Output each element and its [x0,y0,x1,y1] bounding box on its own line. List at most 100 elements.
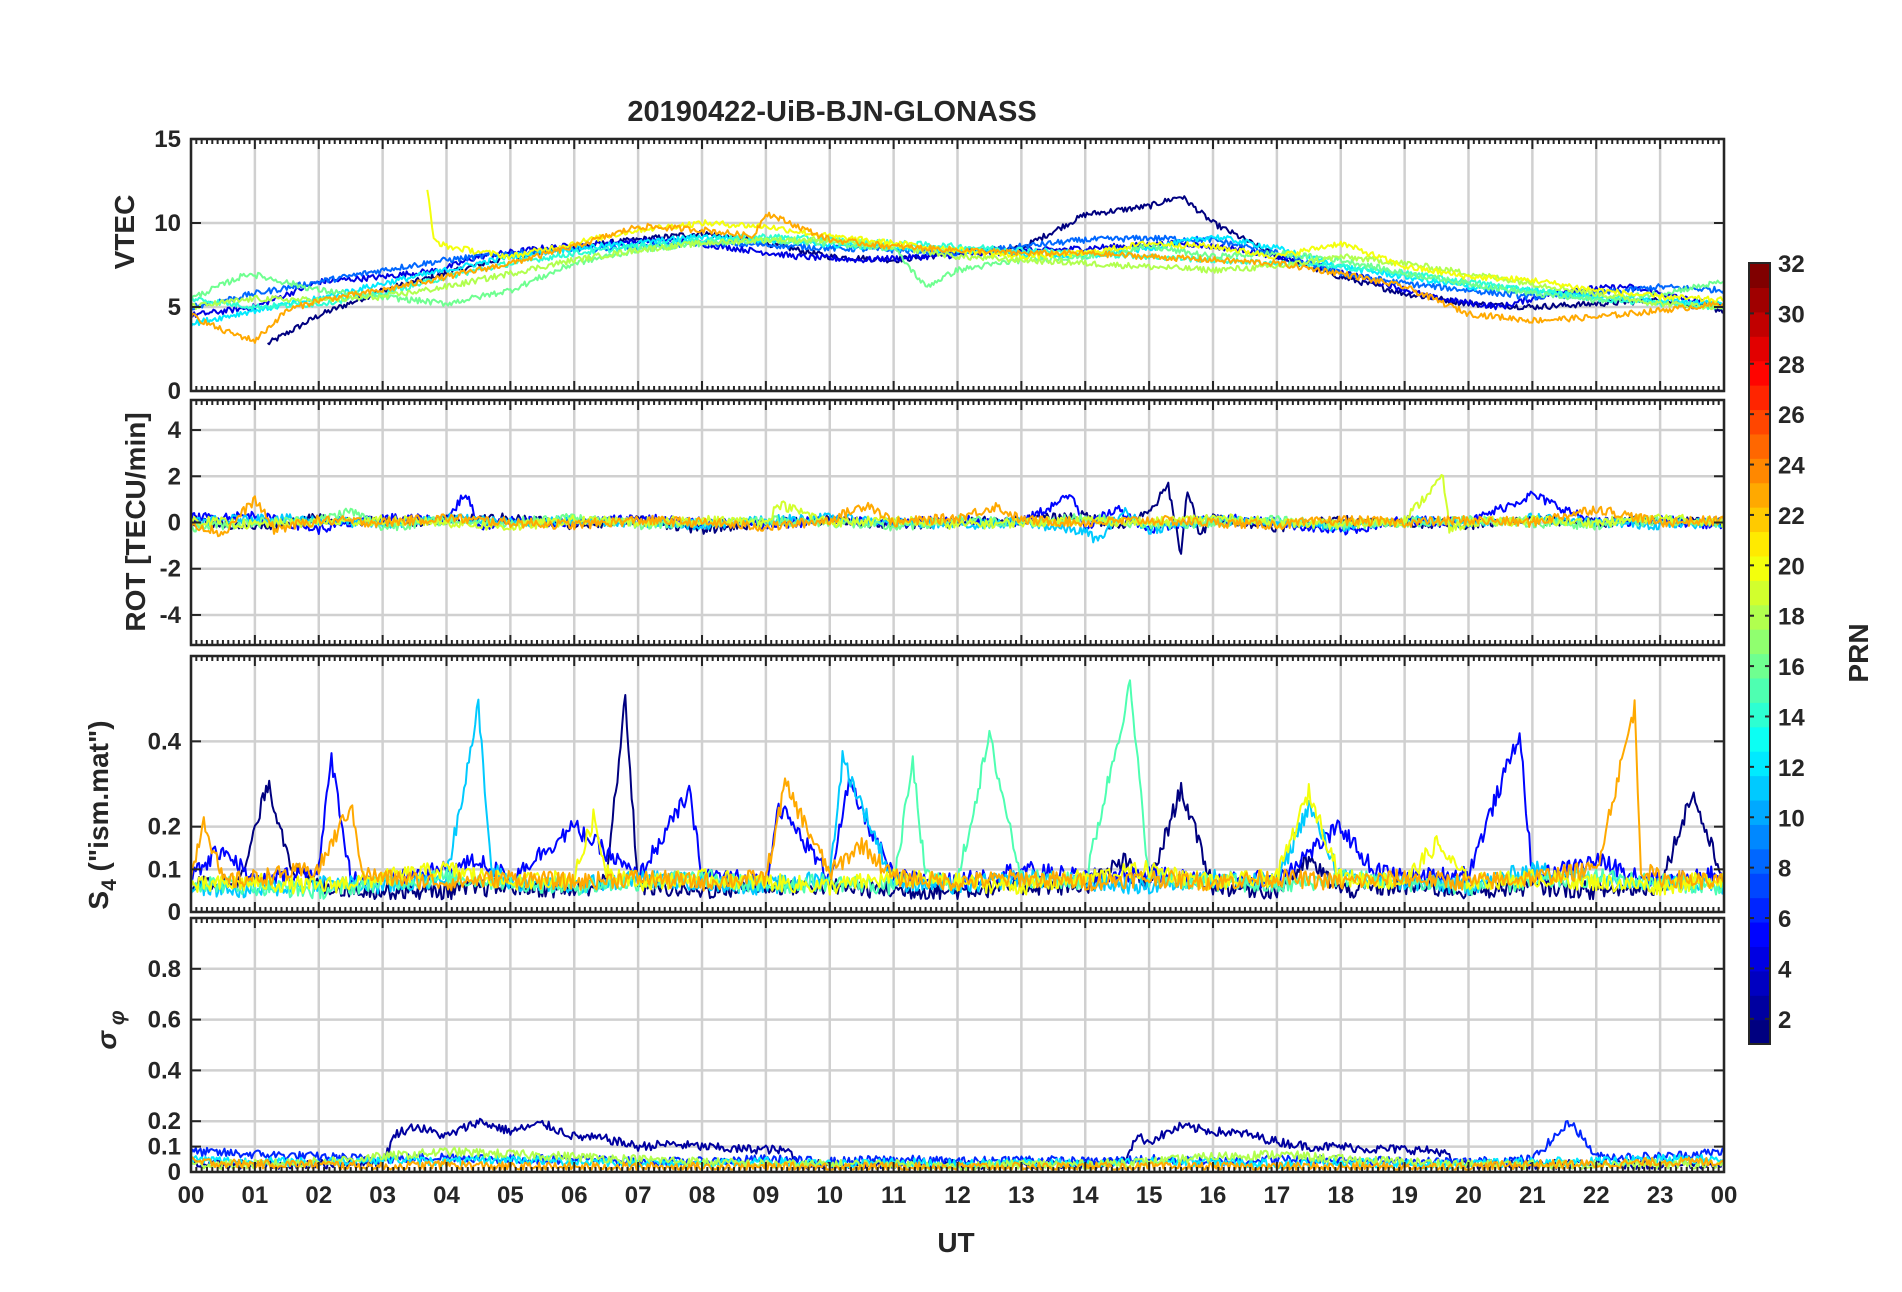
colorbar-swatch [1749,799,1770,825]
series-line-prn-16 [191,236,1724,307]
colorbar-swatch [1749,385,1770,411]
x-tick-label: 21 [1519,1182,1546,1209]
y-tick-label: 0.4 [148,728,182,755]
y-tick-label: 0.2 [148,814,181,841]
series-group [191,474,1724,555]
x-tick-label: 10 [816,1182,843,1209]
x-tick-label: 18 [1327,1182,1354,1209]
x-tick-label: 00 [1711,1182,1738,1209]
y-axis-label-sigma: σ φ [91,1010,129,1049]
colorbar-tick-label: 8 [1778,856,1791,883]
series-line-prn-23 [191,495,1724,538]
x-tick-label: 06 [561,1182,588,1209]
colorbar-swatch [1749,653,1770,679]
series-line-prn-18 [191,236,1724,311]
colorbar-label: PRN [1843,623,1874,682]
series-line-prn-19 [191,474,1724,534]
x-tick-label: 15 [1136,1182,1163,1209]
y-tick-label: 0 [168,899,181,926]
series-group [191,679,1724,901]
y-tick-label: 0.4 [148,1057,182,1084]
y-tick-label: 0.2 [148,1108,181,1135]
colorbar-swatch [1749,580,1770,606]
colorbar-swatch [1749,629,1770,655]
x-tick-label: 22 [1583,1182,1610,1209]
y-tick-label: 0.1 [148,856,181,883]
colorbar-swatch [1749,921,1770,947]
colorbar-swatch [1749,775,1770,801]
panel-s4: 0 0.1 0.2 0.4 S4 ("ism.mat") [83,654,1726,926]
x-axis-label: UT [937,1227,974,1258]
y-axis-label-s4: S4 ("ism.mat") [83,720,121,909]
colorbar-tick-label: 30 [1778,301,1805,328]
x-tick-label: 13 [1008,1182,1035,1209]
colorbar-tick-label: 22 [1778,503,1805,530]
x-tick-label: 12 [944,1182,971,1209]
colorbar-swatch [1749,263,1770,289]
colorbar-swatch [1749,287,1770,313]
colorbar-swatch [1749,1019,1770,1045]
colorbar-swatch [1749,897,1770,923]
y-axis-label-rot: ROT [TECU/min] [120,412,151,631]
colorbar-tick-label: 18 [1778,604,1805,631]
panel-sigma: 00.10.2 0.4 0.6 0.8 σ φ [91,916,1726,1186]
series-group [191,189,1724,346]
colorbar-swatch [1749,726,1770,752]
colorbar-swatch [1749,970,1770,996]
colorbar-swatch [1749,702,1770,728]
chart-title: 20190422-UiB-BJN-GLONASS [627,96,1036,128]
x-tick-label: 19 [1391,1182,1418,1209]
colorbar-swatch [1749,507,1770,533]
colorbar-swatch [1749,751,1770,777]
colorbar-tick-label: 12 [1778,755,1805,782]
y-tick-label: 2 [168,463,181,490]
colorbar-swatch [1749,433,1770,459]
x-tick-label: 11 [881,1182,906,1209]
colorbar-swatch [1749,824,1770,850]
x-tick-label: 23 [1647,1182,1674,1209]
y-axis-label-vtec: VTEC [109,195,140,270]
y-tick-label: -4 [160,602,182,629]
colorbar-swatch [1749,995,1770,1021]
colorbar-tick-label: 26 [1778,402,1805,429]
colorbar-swatch [1749,360,1770,386]
y-tick-label: 15 [154,126,181,153]
x-tick-label: 02 [305,1182,332,1209]
colorbar-tick-label: 28 [1778,352,1805,379]
y-tick-label: -2 [160,556,181,583]
colorbar-tick-label: 14 [1778,704,1805,731]
x-tick-label: 05 [497,1182,524,1209]
x-tick-label: 03 [369,1182,396,1209]
series-line-prn-23 [191,699,1724,892]
x-tick-label: 01 [242,1182,269,1209]
colorbar-tick-label: 20 [1778,553,1805,580]
panel-rot: -4 -2 0 2 4 ROT [TECU/min] [120,398,1726,647]
colorbar-tick-label: 6 [1778,906,1791,933]
colorbar-tick-label: 32 [1778,251,1805,278]
x-tick-label: 09 [753,1182,780,1209]
colorbar-swatch [1749,604,1770,630]
y-tick-label: 0.6 [148,1007,181,1034]
colorbar-swatch [1749,531,1770,557]
y-tick-label: 4 [168,417,182,444]
y-tick-label: 0 [168,378,181,405]
y-tick-label: 10 [154,210,181,237]
colorbar-swatch [1749,555,1770,581]
colorbar-tick-label: 2 [1778,1007,1791,1034]
x-tick-label: 14 [1072,1182,1099,1209]
colorbar-swatch [1749,458,1770,484]
x-tick-label: 07 [625,1182,652,1209]
series-line-prn-23 [191,211,1724,344]
x-tick-label: 20 [1455,1182,1482,1209]
colorbar-tick-label: 4 [1778,956,1792,983]
colorbar-swatch [1749,677,1770,703]
y-tick-label: 0 [168,510,181,537]
x-tick-label: 16 [1200,1182,1227,1209]
colorbar-tick-label: 10 [1778,805,1805,832]
colorbar-tick-label: 16 [1778,654,1805,681]
colorbar-swatch [1749,482,1770,508]
x-tick-label: 17 [1264,1182,1291,1209]
